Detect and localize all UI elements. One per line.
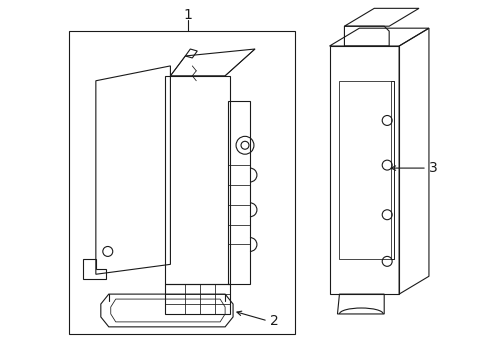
Text: 1: 1 bbox=[183, 8, 192, 22]
Text: 2: 2 bbox=[269, 314, 278, 328]
Text: 3: 3 bbox=[428, 161, 437, 175]
